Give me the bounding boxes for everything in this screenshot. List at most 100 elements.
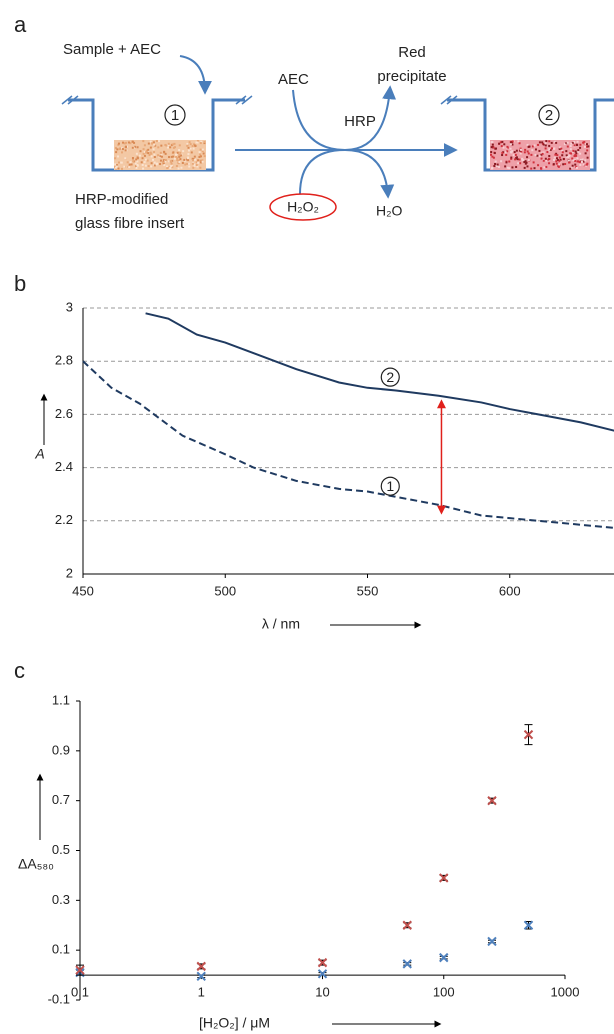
speckle <box>145 151 148 154</box>
speckle <box>162 159 165 162</box>
speckle <box>143 144 146 147</box>
speckle <box>538 155 541 158</box>
speckle <box>192 143 195 146</box>
speckle <box>561 149 564 152</box>
marker <box>402 920 412 930</box>
speckle <box>195 161 198 164</box>
speckle <box>565 150 568 153</box>
speckle <box>147 165 150 168</box>
speckle <box>549 148 552 151</box>
speckle <box>136 160 139 163</box>
x-tick-label: 10 <box>315 985 329 1000</box>
speckle <box>579 143 582 146</box>
speckle <box>159 151 162 154</box>
speckle <box>132 160 135 163</box>
highlight <box>269 193 337 221</box>
speckle <box>548 140 551 143</box>
speckle <box>525 161 528 164</box>
speckle <box>548 154 551 157</box>
speckle <box>136 157 139 160</box>
speckle <box>180 154 183 157</box>
speckle <box>181 161 184 164</box>
speckle <box>142 148 145 151</box>
speckle <box>180 166 183 169</box>
speckle <box>515 149 518 152</box>
speckle <box>199 153 202 156</box>
speckle <box>124 157 127 160</box>
speckle <box>509 143 512 146</box>
speckle <box>581 158 584 161</box>
speckle <box>169 160 172 163</box>
speckle <box>134 145 137 148</box>
annotation-circle <box>380 367 400 387</box>
speckle <box>195 141 198 144</box>
annotation-circle <box>380 476 400 496</box>
speckle <box>526 165 529 168</box>
speckle <box>126 161 129 164</box>
speckle <box>129 142 132 145</box>
speckle <box>544 142 547 145</box>
speckle <box>114 163 117 166</box>
arrow <box>299 148 395 199</box>
speckle <box>555 141 558 144</box>
x-tick-label: 550 <box>357 583 379 598</box>
speckle <box>573 144 576 147</box>
speckle <box>569 152 572 155</box>
speckle <box>569 167 572 170</box>
speckle <box>537 143 540 146</box>
speckle <box>518 158 521 161</box>
speckle <box>154 144 157 147</box>
speckle <box>136 146 139 149</box>
insert <box>114 140 206 170</box>
speckle <box>536 154 539 157</box>
speckle <box>164 143 167 146</box>
x-tick-label: 1 <box>198 985 205 1000</box>
speckle <box>571 157 574 160</box>
speckle <box>131 146 134 149</box>
speckle <box>575 165 578 168</box>
speckle <box>136 164 139 167</box>
speckle <box>532 161 535 164</box>
speckle <box>573 141 576 144</box>
speckle <box>561 151 564 154</box>
speckle <box>163 164 166 167</box>
speckle <box>169 146 172 149</box>
speckle <box>491 155 494 158</box>
speckle <box>152 141 155 144</box>
speckle <box>151 142 154 145</box>
speckle <box>562 157 565 160</box>
speckle <box>512 154 515 157</box>
speckle <box>511 140 514 143</box>
speckle <box>150 162 153 165</box>
speckle <box>149 140 152 143</box>
speckle <box>571 141 574 144</box>
speckle <box>500 160 503 163</box>
speckle <box>569 148 572 151</box>
speckle <box>182 150 185 153</box>
speckle <box>544 144 547 147</box>
speckle <box>508 160 511 163</box>
speckle <box>194 145 197 148</box>
speckle <box>517 162 520 165</box>
speckle <box>201 159 204 162</box>
speckle <box>153 143 156 146</box>
speckle <box>194 158 197 161</box>
speckle <box>504 165 507 168</box>
speckle <box>162 162 165 165</box>
speckle <box>540 157 543 160</box>
speckle <box>563 143 566 146</box>
speckle <box>491 143 494 146</box>
speckle <box>117 161 120 164</box>
insert <box>490 140 590 170</box>
speckle <box>178 153 181 156</box>
y-tick-label: 2.2 <box>55 512 73 527</box>
speckle <box>177 162 180 165</box>
speckle <box>552 158 555 161</box>
speckle <box>188 141 191 144</box>
speckle <box>572 159 575 162</box>
speckle <box>135 166 138 169</box>
speckle <box>548 144 551 147</box>
speckle <box>533 167 536 170</box>
speckle <box>114 157 117 160</box>
speckle <box>196 165 199 168</box>
